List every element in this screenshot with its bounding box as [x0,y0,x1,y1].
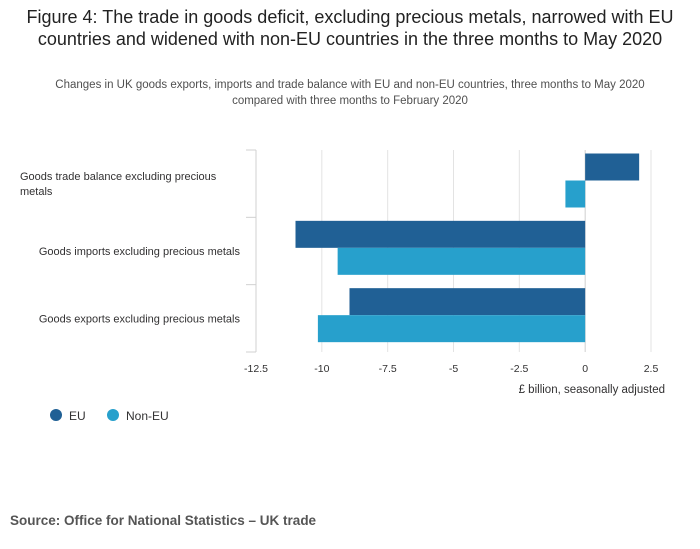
category-labels: Goods trade balance excluding precious me… [20,171,240,325]
bar-chart: -12.5 -10 -7.5 -5 -2.5 0 2.5 Goods trade balan… [20,149,665,423]
x-tick-label: -12.5 [244,363,268,375]
x-tick-label: -2.5 [510,363,528,375]
x-axis-ticks: -12.5 -10 -7.5 -5 -2.5 0 2.5 [244,363,658,375]
bar-eu [349,288,586,316]
bar-non-eu [337,247,586,275]
source-note: Source: Office for National Statistics –… [10,513,317,528]
bar-non-eu [565,180,586,208]
bars [295,153,640,343]
legend-label-eu: EU [69,409,86,423]
x-axis-label: £ billion, seasonally adjusted [519,384,665,396]
x-tick-label: -7.5 [379,363,397,375]
bar-non-eu [317,315,586,343]
x-tick-label: -5 [449,363,458,375]
category-label: metals [20,186,53,198]
x-tick-label: 2.5 [644,363,659,375]
chart-title: Figure 4: The trade in goods deficit, ex… [26,7,674,49]
category-label: Goods trade balance excluding precious [20,171,217,183]
legend-marker-eu [50,409,62,421]
category-label: Goods imports excluding precious metals [39,246,241,258]
chart-subtitle: Changes in UK goods exports, imports and… [55,79,645,107]
bar-eu [585,153,640,181]
bar-eu [295,220,586,248]
legend: EU Non-EU [50,409,169,423]
x-tick-label: 0 [582,363,588,375]
legend-marker-non-eu [107,409,119,421]
legend-label-non-eu: Non-EU [126,409,169,423]
category-axis [246,149,257,353]
category-label: Goods exports excluding precious metals [39,313,241,325]
x-tick-label: -10 [314,363,329,375]
